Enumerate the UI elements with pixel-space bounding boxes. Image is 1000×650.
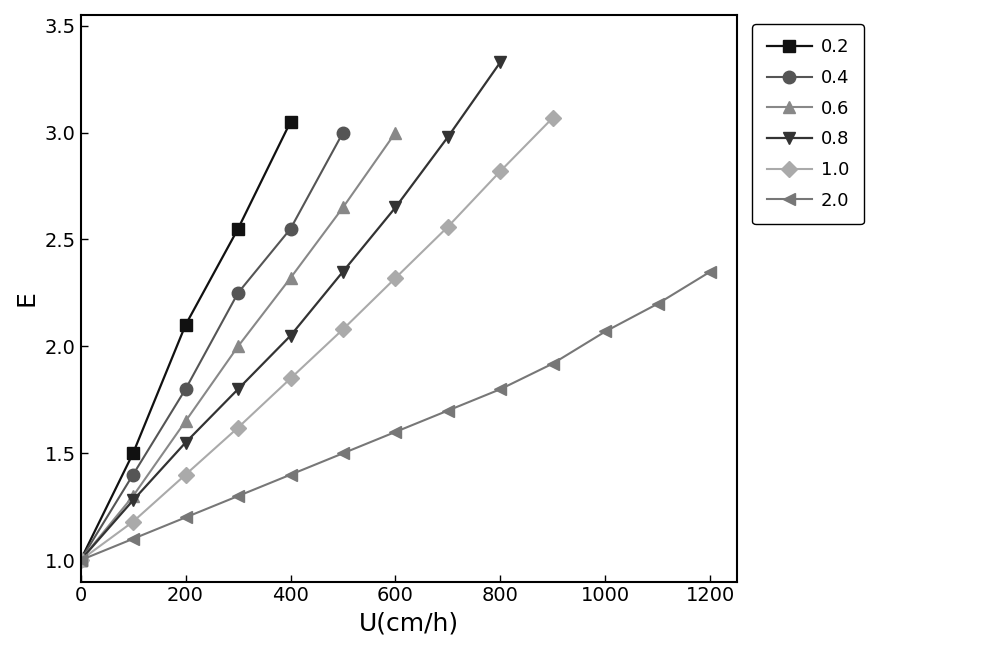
X-axis label: U(cm/h): U(cm/h) xyxy=(359,611,459,635)
Line: 1.0: 1.0 xyxy=(75,112,559,566)
2.0 xyxy=(442,407,454,415)
0.6 xyxy=(337,203,349,211)
Y-axis label: E: E xyxy=(15,291,39,306)
0.4 xyxy=(232,289,244,297)
0.8 xyxy=(232,385,244,393)
2.0 xyxy=(232,492,244,500)
0.6 xyxy=(75,556,87,564)
0.2 xyxy=(232,225,244,233)
0.4 xyxy=(285,225,297,233)
Line: 0.2: 0.2 xyxy=(74,116,297,566)
1.0 xyxy=(75,556,87,564)
0.4 xyxy=(180,385,192,393)
0.8 xyxy=(389,203,401,211)
0.2 xyxy=(180,321,192,329)
2.0 xyxy=(652,300,664,307)
0.2 xyxy=(127,449,139,457)
Line: 2.0: 2.0 xyxy=(75,266,716,566)
Line: 0.6: 0.6 xyxy=(74,126,402,566)
0.2 xyxy=(285,118,297,126)
0.8 xyxy=(494,58,506,66)
1.0 xyxy=(494,167,506,175)
Line: 0.8: 0.8 xyxy=(74,56,507,566)
0.8 xyxy=(180,439,192,447)
1.0 xyxy=(180,471,192,478)
0.8 xyxy=(75,556,87,564)
2.0 xyxy=(75,556,87,564)
Line: 0.4: 0.4 xyxy=(74,126,349,566)
2.0 xyxy=(337,449,349,457)
0.8 xyxy=(337,268,349,276)
1.0 xyxy=(337,326,349,333)
0.6 xyxy=(127,492,139,500)
0.4 xyxy=(337,129,349,136)
2.0 xyxy=(389,428,401,436)
2.0 xyxy=(599,328,611,335)
1.0 xyxy=(389,274,401,282)
2.0 xyxy=(494,385,506,393)
2.0 xyxy=(180,514,192,521)
1.0 xyxy=(285,374,297,382)
1.0 xyxy=(232,424,244,432)
0.2 xyxy=(75,556,87,564)
0.6 xyxy=(389,129,401,136)
0.8 xyxy=(127,497,139,504)
0.8 xyxy=(442,133,454,141)
2.0 xyxy=(285,471,297,478)
Legend: 0.2, 0.4, 0.6, 0.8, 1.0, 2.0: 0.2, 0.4, 0.6, 0.8, 1.0, 2.0 xyxy=(752,24,864,224)
1.0 xyxy=(442,223,454,231)
2.0 xyxy=(704,268,716,276)
0.4 xyxy=(127,471,139,478)
0.6 xyxy=(232,343,244,350)
0.4 xyxy=(75,556,87,564)
1.0 xyxy=(547,114,559,122)
2.0 xyxy=(127,535,139,543)
0.6 xyxy=(285,274,297,282)
2.0 xyxy=(547,359,559,367)
0.6 xyxy=(180,417,192,425)
0.8 xyxy=(285,332,297,339)
1.0 xyxy=(127,518,139,526)
